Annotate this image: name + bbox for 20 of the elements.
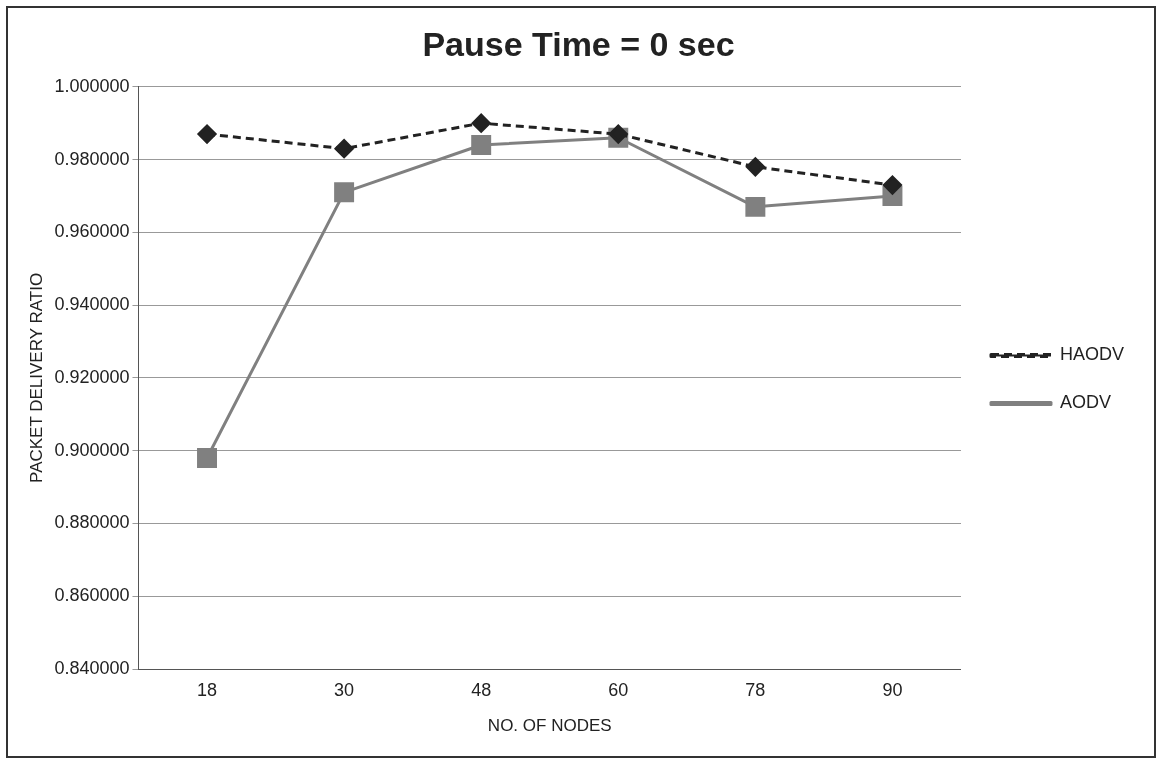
y-tick-label: 0.960000	[54, 221, 130, 242]
y-tick-label: 0.880000	[54, 512, 130, 533]
x-tick-label: 18	[197, 679, 218, 700]
x-tick-label: 30	[334, 679, 355, 700]
y-tick-label: 0.900000	[54, 439, 130, 460]
legend-label: HAODV	[1059, 344, 1124, 365]
y-tick-label: 0.980000	[54, 148, 130, 169]
y-axis-title: PACKET DELIVERY RATIO	[26, 272, 46, 483]
x-tick-label: 60	[608, 679, 629, 700]
chart-title: Pause Time = 0 sec	[422, 24, 735, 63]
x-axis-title: NO. OF NODES	[487, 716, 612, 736]
x-tick-label: 48	[471, 679, 492, 700]
y-tick-label: 0.920000	[54, 366, 130, 387]
y-tick-label: 0.840000	[54, 657, 130, 678]
y-tick-label: 0.860000	[54, 585, 130, 606]
y-tick-label: 0.940000	[54, 294, 130, 315]
legend-label: AODV	[1059, 392, 1111, 413]
x-tick-label: 90	[882, 679, 903, 700]
y-tick-label: 1.000000	[54, 75, 130, 96]
x-tick-label: 78	[745, 679, 766, 700]
